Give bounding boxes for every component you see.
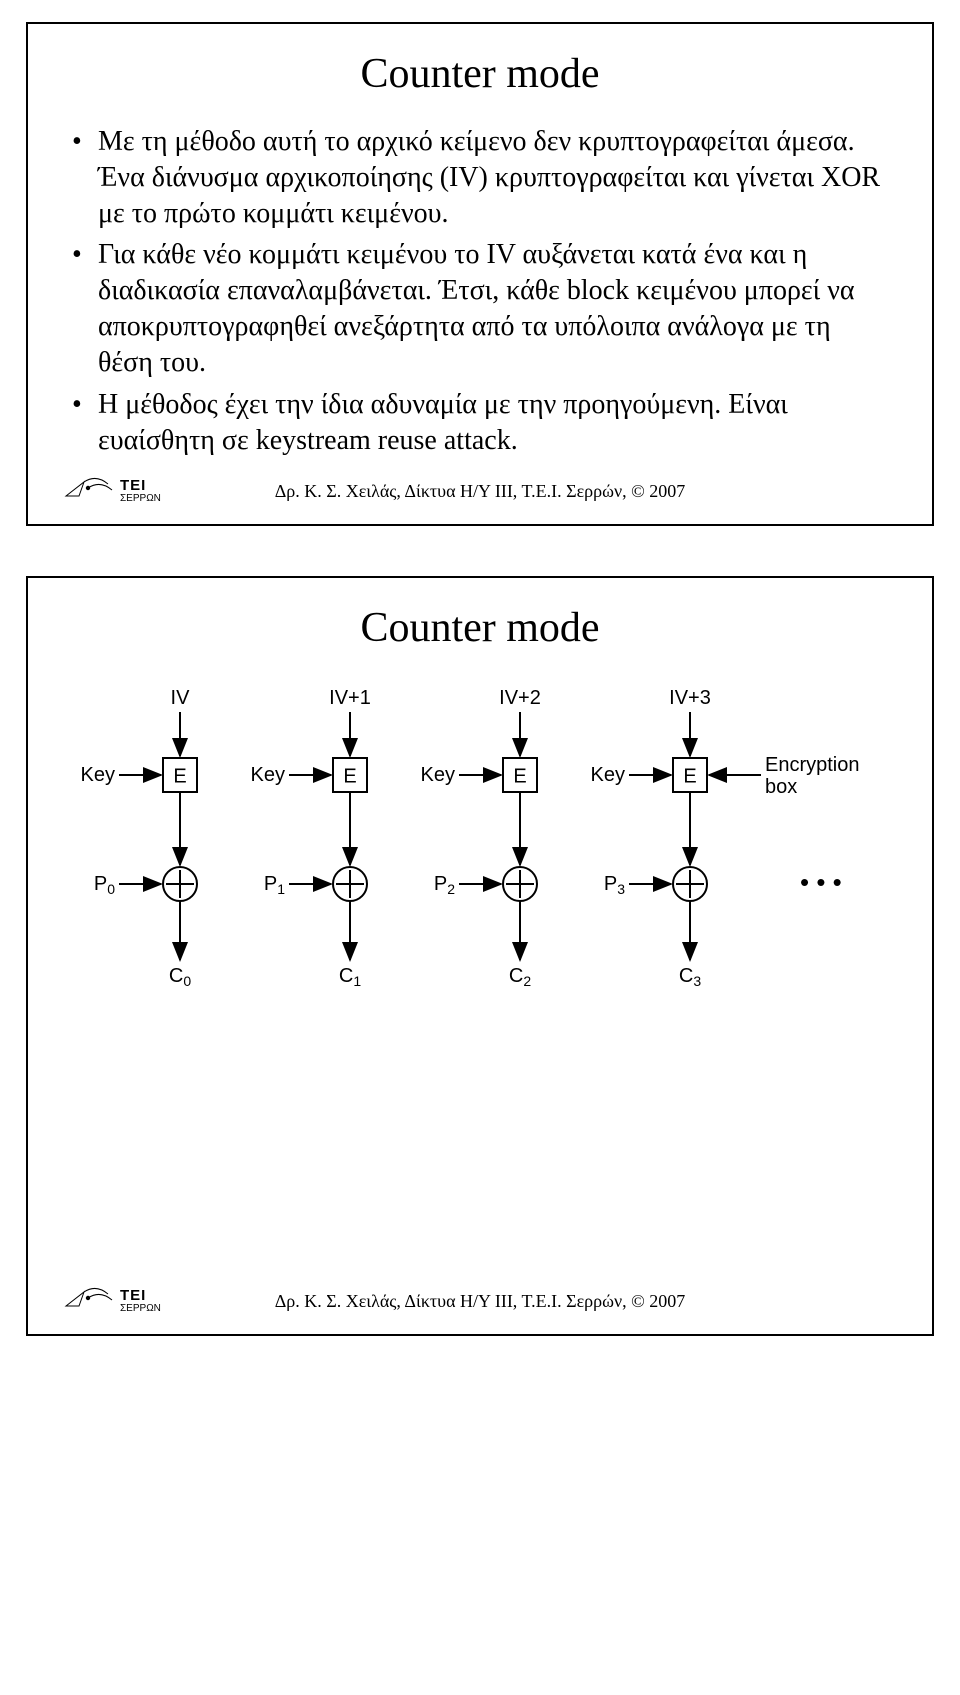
svg-text:IV+2: IV+2: [499, 687, 541, 709]
slide-1: Counter mode Με τη μέθοδο αυτή το αρχικό…: [0, 0, 960, 554]
svg-text:C3: C3: [679, 965, 701, 989]
svg-text:E: E: [173, 766, 186, 788]
svg-text:IV: IV: [171, 687, 191, 709]
svg-text:Encryption: Encryption: [765, 754, 860, 776]
svg-text:Key: Key: [81, 764, 115, 786]
svg-text:P3: P3: [604, 873, 625, 897]
svg-text:E: E: [513, 766, 526, 788]
bullet-item: Με τη μέθοδο αυτή το αρχικό κείμενο δεν …: [70, 124, 886, 231]
svg-text:box: box: [765, 776, 797, 798]
svg-text:C0: C0: [169, 965, 191, 989]
bullet-item: Η μέθοδος έχει την ίδια αδυναμία με την …: [70, 387, 886, 459]
svg-text:Key: Key: [591, 764, 625, 786]
counter-mode-diagram: IV E Key P0 C0 IV+1 E Key P1 C1 IV+2 E Key P2 C2 IV+3 E K…: [68, 682, 892, 1022]
slide-frame: Counter mode IV E Key P0 C0 IV+1 E Key P1 C1 IV+2 E…: [26, 576, 934, 1336]
svg-text:P2: P2: [434, 873, 455, 897]
slide-2: Counter mode IV E Key P0 C0 IV+1 E Key P1 C1 IV+2 E…: [0, 554, 960, 1364]
footer-text: Δρ. Κ. Σ. Χειλάς, Δίκτυα Η/Υ ΙΙΙ, Τ.Ε.Ι.…: [28, 1291, 932, 1312]
slide-title: Counter mode: [68, 604, 892, 652]
svg-text:E: E: [343, 766, 356, 788]
svg-text:IV+1: IV+1: [329, 687, 371, 709]
footer-text: Δρ. Κ. Σ. Χειλάς, Δίκτυα Η/Υ ΙΙΙ, Τ.Ε.Ι.…: [28, 481, 932, 502]
svg-text:C1: C1: [339, 965, 361, 989]
svg-text:• • •: • • •: [800, 867, 842, 897]
svg-text:E: E: [683, 766, 696, 788]
svg-text:P0: P0: [94, 873, 115, 897]
svg-text:Key: Key: [421, 764, 455, 786]
svg-text:IV+3: IV+3: [669, 687, 711, 709]
slide-frame: Counter mode Με τη μέθοδο αυτή το αρχικό…: [26, 22, 934, 526]
svg-text:Key: Key: [251, 764, 285, 786]
svg-text:C2: C2: [509, 965, 531, 989]
svg-text:P1: P1: [264, 873, 285, 897]
bullet-list: Με τη μέθοδο αυτή το αρχικό κείμενο δεν …: [70, 124, 886, 458]
slide-title: Counter mode: [68, 50, 892, 98]
bullet-item: Για κάθε νέο κομμάτι κειμένου το IV αυξά…: [70, 237, 886, 380]
